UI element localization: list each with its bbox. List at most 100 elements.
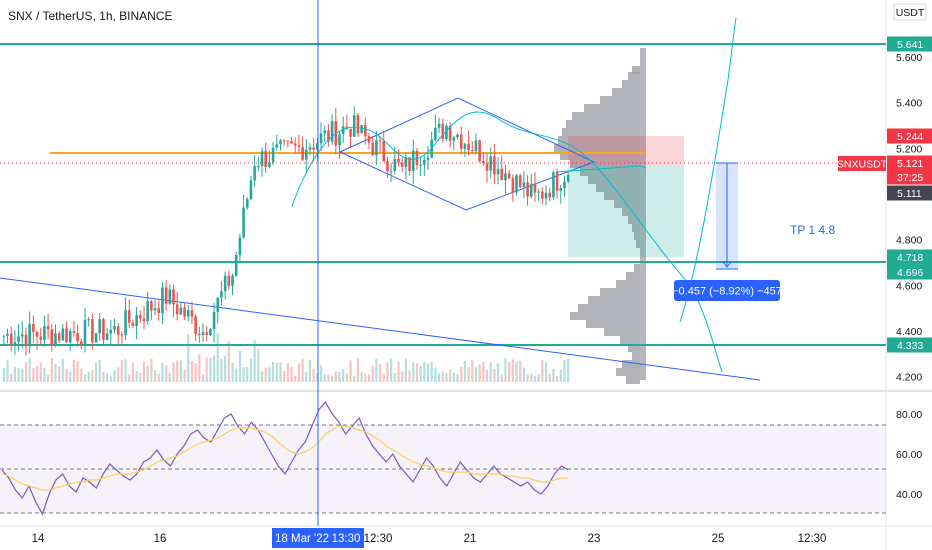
volume-bar xyxy=(238,350,242,382)
candlesticks xyxy=(2,106,570,356)
volume-bar xyxy=(39,362,42,382)
volume-bar xyxy=(537,373,540,382)
price-tick-label: 4.600 xyxy=(896,280,922,292)
volume-profile-row xyxy=(622,360,640,368)
candle-body xyxy=(109,329,113,334)
price-pane[interactable] xyxy=(0,0,886,388)
volume-bar xyxy=(190,361,194,382)
price-tag-label: 5.111 xyxy=(897,188,922,200)
volume-profile-row xyxy=(628,72,640,80)
diamond-pattern[interactable] xyxy=(338,97,596,211)
volume-bar xyxy=(367,374,371,382)
candle-body xyxy=(13,342,17,346)
candle-body xyxy=(194,316,197,335)
candle-body xyxy=(437,123,441,128)
volume-bar xyxy=(157,373,160,382)
volume-bar xyxy=(526,374,529,382)
price-tag-box xyxy=(887,337,932,353)
candle-body xyxy=(297,145,301,147)
candle-body xyxy=(135,314,138,327)
candle-body xyxy=(245,199,249,208)
volume-bar xyxy=(102,371,105,382)
time-tick-label: 12:30 xyxy=(798,533,827,545)
volume-bar xyxy=(541,359,544,382)
candle-body xyxy=(61,328,65,341)
volume-bar xyxy=(216,332,219,382)
volume-bar xyxy=(567,358,570,382)
volume-bar xyxy=(13,367,17,382)
volume-bar xyxy=(28,358,31,382)
volume-bar xyxy=(401,371,404,382)
candle-body xyxy=(198,334,201,336)
candle-body xyxy=(489,156,492,171)
volume-profile-row xyxy=(622,80,640,88)
position-target-zone[interactable] xyxy=(568,166,684,257)
currency-badge-box[interactable] xyxy=(893,3,927,21)
volume-bar xyxy=(209,357,212,382)
candle-body xyxy=(80,341,83,345)
candle-body xyxy=(2,335,6,337)
price-tick-label: 5.400 xyxy=(896,98,922,110)
volume-bar xyxy=(235,368,238,382)
candle-body xyxy=(327,130,330,142)
candle-body xyxy=(537,191,540,193)
volume-bar xyxy=(485,369,489,382)
rsi-axis[interactable]: 80.00 60.00 40.00 xyxy=(896,409,922,501)
candle-body xyxy=(293,143,297,146)
volume-bar xyxy=(330,375,334,382)
volume-profile-row xyxy=(632,224,640,232)
volume-bar xyxy=(342,368,345,382)
candle-body xyxy=(157,308,161,314)
volume-profile-row xyxy=(560,152,640,160)
volume-bar xyxy=(61,358,64,382)
volume-bar xyxy=(271,361,275,382)
volume-bar xyxy=(356,358,360,382)
volume-bar xyxy=(371,365,374,382)
candle-body xyxy=(319,133,323,144)
volume-bar xyxy=(386,362,389,382)
volume-bar xyxy=(559,369,562,382)
volume-bar xyxy=(106,373,109,382)
candle-body xyxy=(39,336,43,340)
candle-body xyxy=(57,333,61,341)
volume-profile-row xyxy=(634,264,640,272)
candle-body xyxy=(20,334,24,337)
volume-bar xyxy=(378,364,382,382)
time-axis[interactable]: 14 16 12:30 21 23 25 12:30 xyxy=(32,533,827,545)
price-tag-label: 5.641 xyxy=(897,39,923,51)
volume-bar xyxy=(87,371,90,382)
volume-bar xyxy=(419,365,422,382)
symbol-tag: SNXUSDT xyxy=(837,159,888,171)
volume-bar xyxy=(316,372,319,382)
candle-body xyxy=(35,331,39,337)
candle-body xyxy=(441,123,445,140)
volume-bar xyxy=(279,362,282,382)
candle-body xyxy=(183,307,186,317)
price-tag-label: 5.121 xyxy=(897,158,923,170)
time-tick-label: 12:30 xyxy=(364,533,393,545)
volume-bar xyxy=(412,362,415,382)
volume-bar xyxy=(508,361,511,382)
tp-annotation[interactable]: TP 1 4.8 xyxy=(790,223,835,237)
candle-body xyxy=(264,151,268,167)
volume-bar xyxy=(168,373,171,382)
volume-bar xyxy=(445,372,448,382)
volume-bar xyxy=(58,366,61,382)
volume-bar xyxy=(146,365,149,382)
volume-profile-row xyxy=(626,376,640,384)
projection-curve[interactable] xyxy=(679,17,737,323)
position-stop-zone[interactable] xyxy=(568,136,684,166)
descending-trendline[interactable] xyxy=(0,277,761,381)
volume-bar xyxy=(212,355,216,382)
volume-profile-row xyxy=(566,120,640,128)
candle-body xyxy=(360,125,363,134)
wave-curve[interactable] xyxy=(291,111,723,373)
volume-bar xyxy=(120,360,123,382)
candle-body xyxy=(563,181,566,189)
currency-badge: USDT xyxy=(896,7,925,19)
volume-bar xyxy=(220,358,223,382)
volume-bar xyxy=(187,333,190,382)
candle-body xyxy=(485,163,489,171)
